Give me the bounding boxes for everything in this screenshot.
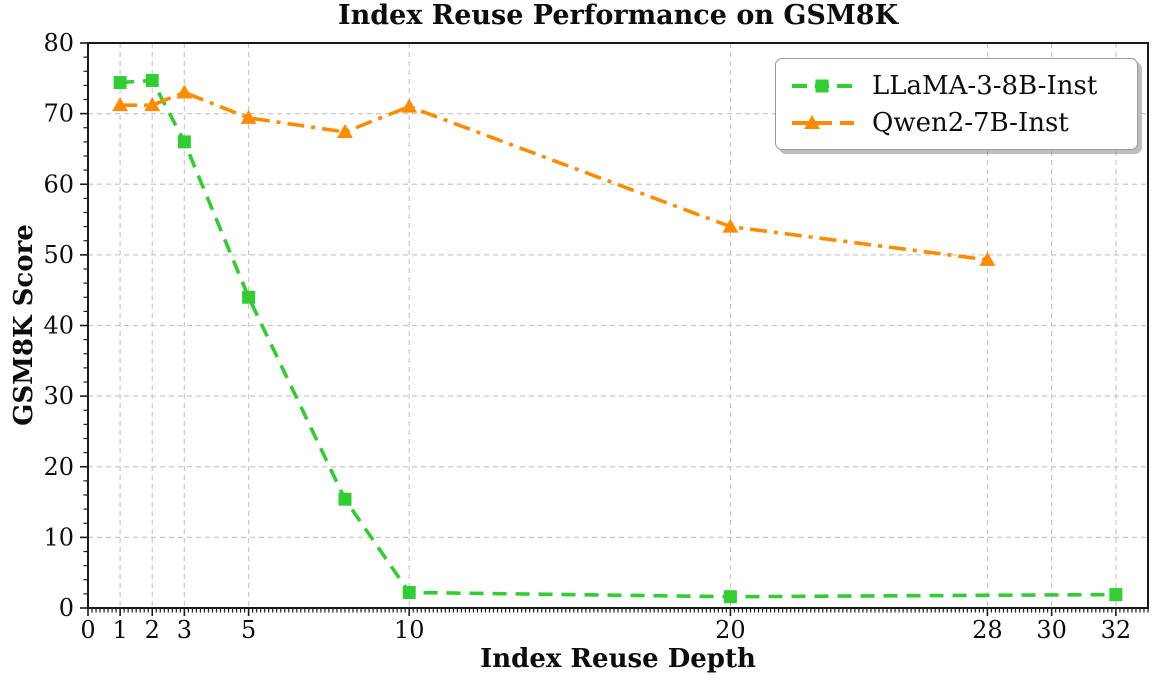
x-tick-labels: 0 1 2 3 5 10 20 28 30 32 — [80, 616, 1131, 644]
x-tick-label: 32 — [1101, 616, 1132, 644]
llama-line-swatch-icon — [792, 79, 852, 92]
x-axis-label: Index Reuse Depth — [480, 644, 756, 674]
y-tick-label: 20 — [43, 453, 74, 481]
data-point-marker — [1109, 588, 1123, 602]
y-tick-label: 70 — [43, 100, 74, 128]
series-line-llama — [113, 73, 1123, 604]
x-tick-label: 0 — [80, 616, 95, 644]
x-tick-label: 5 — [241, 616, 256, 644]
plot-border — [87, 42, 1149, 609]
qwen-line-swatch-icon — [792, 114, 854, 129]
y-tick-label: 0 — [59, 594, 74, 622]
data-point-marker — [401, 98, 418, 113]
x-tick-label: 10 — [394, 616, 425, 644]
y-tick-label: 60 — [43, 170, 74, 198]
y-tick-labels: 0 10 20 30 40 50 60 70 80 — [43, 29, 74, 622]
data-point-marker — [242, 290, 256, 304]
data-point-marker — [402, 585, 416, 599]
x-tick-label: 28 — [972, 616, 1003, 644]
y-tick-label: 10 — [43, 523, 74, 551]
y-tick-label: 80 — [43, 29, 74, 57]
x-tick-label: 2 — [145, 616, 160, 644]
x-tick-label: 3 — [177, 616, 192, 644]
legend-entry-llama: LLaMA-3-8B-Inst — [790, 71, 1123, 101]
data-point-marker — [240, 109, 257, 124]
data-point-marker — [723, 590, 737, 604]
y-axis-major-ticks — [80, 42, 88, 609]
legend-label-qwen: Qwen2-7B-Inst — [872, 107, 1069, 138]
data-point-marker — [112, 97, 129, 112]
data-point-marker — [176, 84, 193, 99]
legend-label-llama: LLaMA-3-8B-Inst — [872, 70, 1098, 101]
data-point-marker — [144, 97, 161, 112]
data-point-marker — [338, 492, 352, 506]
data-point-marker — [177, 135, 191, 149]
x-axis-major-ticks — [87, 608, 1117, 616]
x-tick-label: 20 — [715, 616, 746, 644]
legend: LLaMA-3-8B-Inst Qwen2-7B-Inst — [775, 58, 1138, 150]
y-tick-label: 40 — [43, 312, 74, 340]
y-tick-label: 50 — [43, 241, 74, 269]
data-point-marker — [722, 218, 739, 233]
y-tick-label: 30 — [43, 382, 74, 410]
chart-title: Index Reuse Performance on GSM8K — [337, 0, 899, 31]
x-tick-label: 1 — [112, 616, 127, 644]
x-tick-label: 30 — [1036, 616, 1067, 644]
data-point-marker — [336, 123, 353, 138]
data-point-marker — [113, 76, 127, 90]
data-point-marker — [145, 73, 159, 87]
series-line-qwen — [112, 84, 996, 266]
legend-entry-qwen: Qwen2-7B-Inst — [790, 108, 1123, 138]
data-point-marker — [979, 251, 996, 266]
y-axis-label: GSM8K Score — [9, 224, 39, 426]
